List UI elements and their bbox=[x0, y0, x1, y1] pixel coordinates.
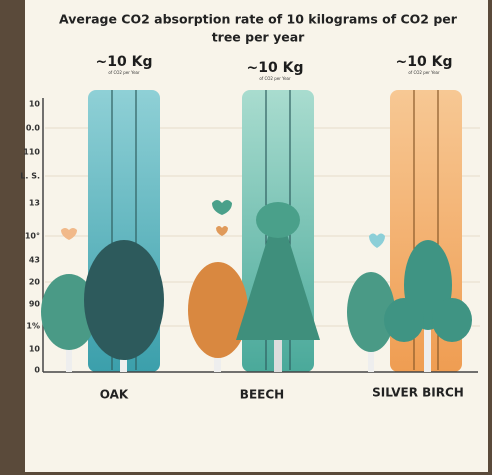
amount: ~10 Kg bbox=[96, 54, 153, 70]
axis-label: 1% bbox=[26, 322, 40, 331]
axis-label: 90 bbox=[29, 300, 41, 309]
amount: ~10 Kg bbox=[247, 60, 304, 76]
infographic: Average CO2 absorption rate of 10 kilogr… bbox=[0, 0, 492, 475]
unit: of CO2 per Year bbox=[259, 76, 291, 81]
unit: of CO2 per Year bbox=[408, 70, 440, 75]
amount: ~10 Kg bbox=[396, 54, 453, 70]
category-name: OAK bbox=[100, 388, 129, 402]
axis-label: 0 bbox=[34, 366, 40, 375]
axis-label: 110 bbox=[23, 148, 40, 157]
title: Average CO2 absorption rate of 10 kilogr… bbox=[59, 12, 458, 27]
unit: of CO2 per Year bbox=[108, 70, 140, 75]
title: tree per year bbox=[212, 30, 305, 45]
axis-label: 43 bbox=[29, 256, 40, 265]
axis-label: L. S. bbox=[20, 172, 40, 181]
page: Average CO2 absorption rate of 10 kilogr… bbox=[0, 0, 492, 475]
axis-label: 10° bbox=[25, 232, 40, 241]
axis-label: 0.0 bbox=[26, 124, 41, 133]
axis-label: 10 bbox=[29, 345, 41, 354]
axis-label: 10 bbox=[29, 100, 41, 109]
axis-label: 20 bbox=[29, 278, 41, 287]
axis-label: 13 bbox=[29, 199, 40, 208]
category-name: BEECH bbox=[240, 388, 284, 402]
category-name: SILVER BIRCH bbox=[372, 386, 464, 400]
